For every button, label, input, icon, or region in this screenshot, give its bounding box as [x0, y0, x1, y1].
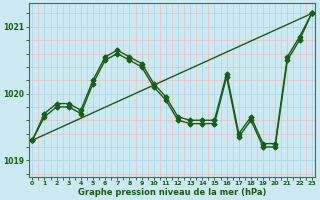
X-axis label: Graphe pression niveau de la mer (hPa): Graphe pression niveau de la mer (hPa) [78, 188, 266, 197]
